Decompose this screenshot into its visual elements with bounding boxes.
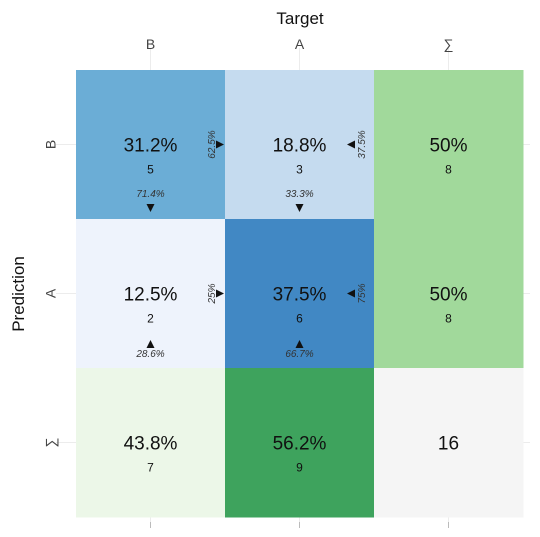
cell-percent-label: 50% (429, 136, 467, 157)
cell-count-label: 3 (296, 163, 303, 177)
direction-arrow-down (146, 204, 155, 212)
direction-arrow-right (216, 289, 224, 298)
cell-percent-label: 56.2% (273, 434, 327, 455)
row-percent-label: 62.5% (207, 130, 218, 158)
axes: Target Prediction B A ∑ B A ∑ (9, 9, 454, 528)
column-percent-label: 28.6% (135, 349, 164, 360)
heatmap-cell (76, 70, 226, 220)
cell-annotation: 50%8 (429, 136, 467, 177)
cell-annotation: 56.2% 9 (273, 434, 327, 475)
cell-count-label: 16 (438, 434, 459, 455)
cell-percent-label: 43.8% (124, 434, 178, 455)
x-axis-title: Target (276, 9, 324, 28)
column-percent-label: 66.7% (285, 349, 313, 360)
cell-percent-label: 50% (429, 285, 467, 306)
direction-arrow-down (295, 204, 304, 212)
heatmap-cell (225, 368, 375, 518)
direction-arrow-up (295, 340, 304, 348)
cell-annotation: 18.8% 3 33.3% 37.5% (273, 130, 368, 212)
heatmap-cells (76, 70, 524, 518)
direction-arrow-up (146, 340, 155, 348)
heatmap-cell (374, 368, 524, 518)
heatmap-cell (374, 219, 524, 369)
cell-percent-label: 12.5% (124, 285, 178, 306)
column-percent-label: 71.4% (136, 189, 164, 200)
x-tick-label: B (146, 36, 155, 52)
heatmap-cell (374, 70, 524, 220)
row-percent-label: 25% (207, 283, 218, 304)
cell-count-label: 8 (445, 163, 452, 177)
cell-annotation: 31.2% 5 71.4% 62.5% (124, 130, 224, 212)
cell-percent-label: 31.2% (124, 136, 178, 157)
y-tick-label: A (43, 288, 59, 298)
cell-count-label: 8 (445, 312, 452, 326)
cell-percent-label: 18.8% (273, 136, 327, 157)
cell-labels: 31.2%571.4%62.5% 18.8%333.3%37.5% 50%812.5… (124, 130, 468, 474)
column-percent-label: 33.3% (285, 189, 313, 200)
heatmap-cell (76, 368, 226, 518)
cell-percent-label: 37.5% (273, 285, 327, 306)
cell-annotation: 50%8 (429, 285, 467, 326)
direction-arrow-left (347, 140, 355, 149)
cell-count-label: 5 (147, 163, 154, 177)
x-tick-label: A (295, 36, 305, 52)
cell-annotation: 43.8% 7 (124, 434, 178, 475)
cell-annotation: 37.5% 6 66.7% 75% (273, 283, 368, 360)
cell-count-label: 9 (296, 461, 303, 475)
cell-count-label: 7 (147, 461, 154, 475)
direction-arrow-left (347, 289, 355, 298)
cell-annotation: 12.5% 2 28.6% 25% (124, 283, 224, 360)
row-percent-label: 37.5% (357, 130, 368, 158)
cell-count-label: 2 (147, 312, 154, 326)
cell-count-label: 6 (296, 312, 303, 326)
cell-annotation: 16 (438, 434, 459, 455)
y-axis-title: Prediction (9, 256, 28, 332)
direction-arrow-right (216, 140, 224, 149)
y-tick-label: ∑ (43, 437, 59, 447)
x-tick-label: ∑ (444, 36, 454, 52)
y-tick-label: B (43, 140, 59, 149)
row-percent-label: 75% (357, 283, 368, 303)
